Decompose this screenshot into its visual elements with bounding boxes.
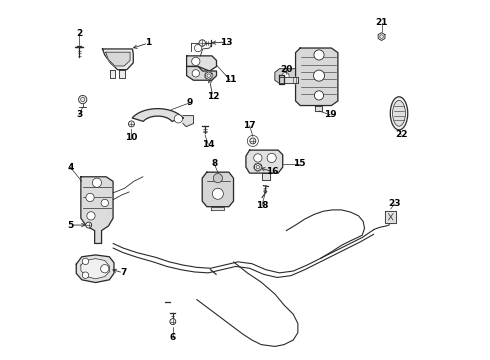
Text: 23: 23 [388,199,401,208]
Ellipse shape [392,100,405,126]
Text: 10: 10 [125,133,138,142]
Polygon shape [275,69,295,84]
Polygon shape [263,173,270,180]
Circle shape [87,212,95,220]
Polygon shape [110,69,115,78]
Polygon shape [120,69,125,78]
Circle shape [212,188,223,199]
Circle shape [86,193,94,202]
Text: 15: 15 [293,159,305,168]
Text: 22: 22 [395,130,408,139]
Text: 1: 1 [146,39,151,48]
Circle shape [267,153,276,162]
Polygon shape [102,49,133,69]
Text: 17: 17 [244,121,256,130]
Circle shape [254,163,262,171]
Polygon shape [211,207,224,210]
Ellipse shape [390,97,408,130]
Circle shape [314,50,324,60]
Text: 5: 5 [67,221,74,230]
Text: 14: 14 [202,140,215,149]
Text: 7: 7 [120,268,126,277]
Polygon shape [187,56,217,71]
Circle shape [282,72,289,80]
Polygon shape [378,33,385,40]
Polygon shape [278,75,284,84]
Circle shape [315,91,323,100]
Text: 12: 12 [207,92,219,101]
Text: 9: 9 [187,98,193,107]
Polygon shape [106,52,130,66]
Polygon shape [205,72,212,80]
Polygon shape [81,258,109,279]
Circle shape [101,199,108,207]
Polygon shape [254,163,261,171]
Polygon shape [183,116,194,127]
Text: 11: 11 [223,75,236,84]
Circle shape [195,44,202,52]
Circle shape [82,258,89,265]
Circle shape [92,178,101,187]
Polygon shape [278,77,298,82]
Circle shape [254,154,262,162]
Circle shape [86,222,92,228]
Text: 19: 19 [324,110,336,119]
Circle shape [199,40,205,46]
Circle shape [128,121,134,127]
Text: 3: 3 [76,110,82,119]
Circle shape [100,265,109,273]
Text: 13: 13 [220,37,233,46]
Polygon shape [295,48,338,105]
Text: 20: 20 [280,65,293,74]
Circle shape [314,70,324,81]
Circle shape [204,72,213,80]
Circle shape [192,57,200,66]
Polygon shape [246,150,283,173]
Circle shape [250,138,256,144]
Text: 2: 2 [76,29,82,38]
Polygon shape [81,177,113,243]
Circle shape [213,174,222,183]
Text: 21: 21 [375,18,388,27]
Polygon shape [202,172,234,207]
Circle shape [192,69,199,77]
Polygon shape [187,67,217,80]
Text: 6: 6 [170,333,176,342]
Text: 16: 16 [267,167,279,176]
Text: 8: 8 [211,159,218,168]
Circle shape [78,95,87,104]
Circle shape [82,272,89,278]
Text: 4: 4 [67,163,74,172]
Text: 18: 18 [256,201,268,210]
Polygon shape [132,109,183,121]
Circle shape [174,115,182,123]
Polygon shape [316,105,322,111]
Polygon shape [385,211,396,223]
Polygon shape [76,255,114,283]
Circle shape [170,319,176,325]
